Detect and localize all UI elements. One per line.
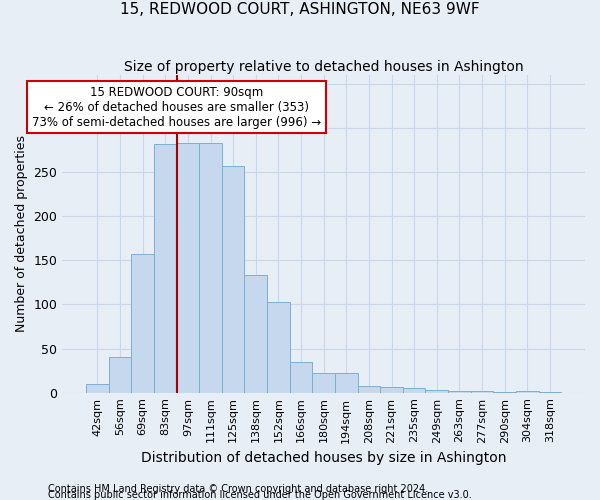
Bar — [199, 143, 222, 392]
Bar — [403, 388, 425, 392]
Bar — [244, 276, 267, 392]
Y-axis label: Number of detached properties: Number of detached properties — [15, 136, 28, 332]
Bar — [313, 374, 335, 392]
Bar — [131, 254, 154, 392]
Bar — [86, 384, 109, 392]
Bar — [448, 391, 471, 392]
Bar — [425, 390, 448, 392]
Text: Contains HM Land Registry data © Crown copyright and database right 2024.: Contains HM Land Registry data © Crown c… — [48, 484, 428, 494]
X-axis label: Distribution of detached houses by size in Ashington: Distribution of detached houses by size … — [141, 451, 506, 465]
Bar — [471, 391, 493, 392]
Bar — [335, 374, 358, 392]
Bar — [290, 362, 313, 392]
Bar — [358, 386, 380, 392]
Bar — [516, 391, 539, 392]
Bar — [154, 144, 176, 392]
Bar — [222, 166, 244, 392]
Text: 15, REDWOOD COURT, ASHINGTON, NE63 9WF: 15, REDWOOD COURT, ASHINGTON, NE63 9WF — [120, 2, 480, 18]
Text: 15 REDWOOD COURT: 90sqm
← 26% of detached houses are smaller (353)
73% of semi-d: 15 REDWOOD COURT: 90sqm ← 26% of detache… — [32, 86, 321, 129]
Bar — [267, 302, 290, 392]
Text: Contains public sector information licensed under the Open Government Licence v3: Contains public sector information licen… — [48, 490, 472, 500]
Bar — [109, 356, 131, 392]
Title: Size of property relative to detached houses in Ashington: Size of property relative to detached ho… — [124, 60, 523, 74]
Bar — [176, 143, 199, 392]
Bar — [380, 386, 403, 392]
